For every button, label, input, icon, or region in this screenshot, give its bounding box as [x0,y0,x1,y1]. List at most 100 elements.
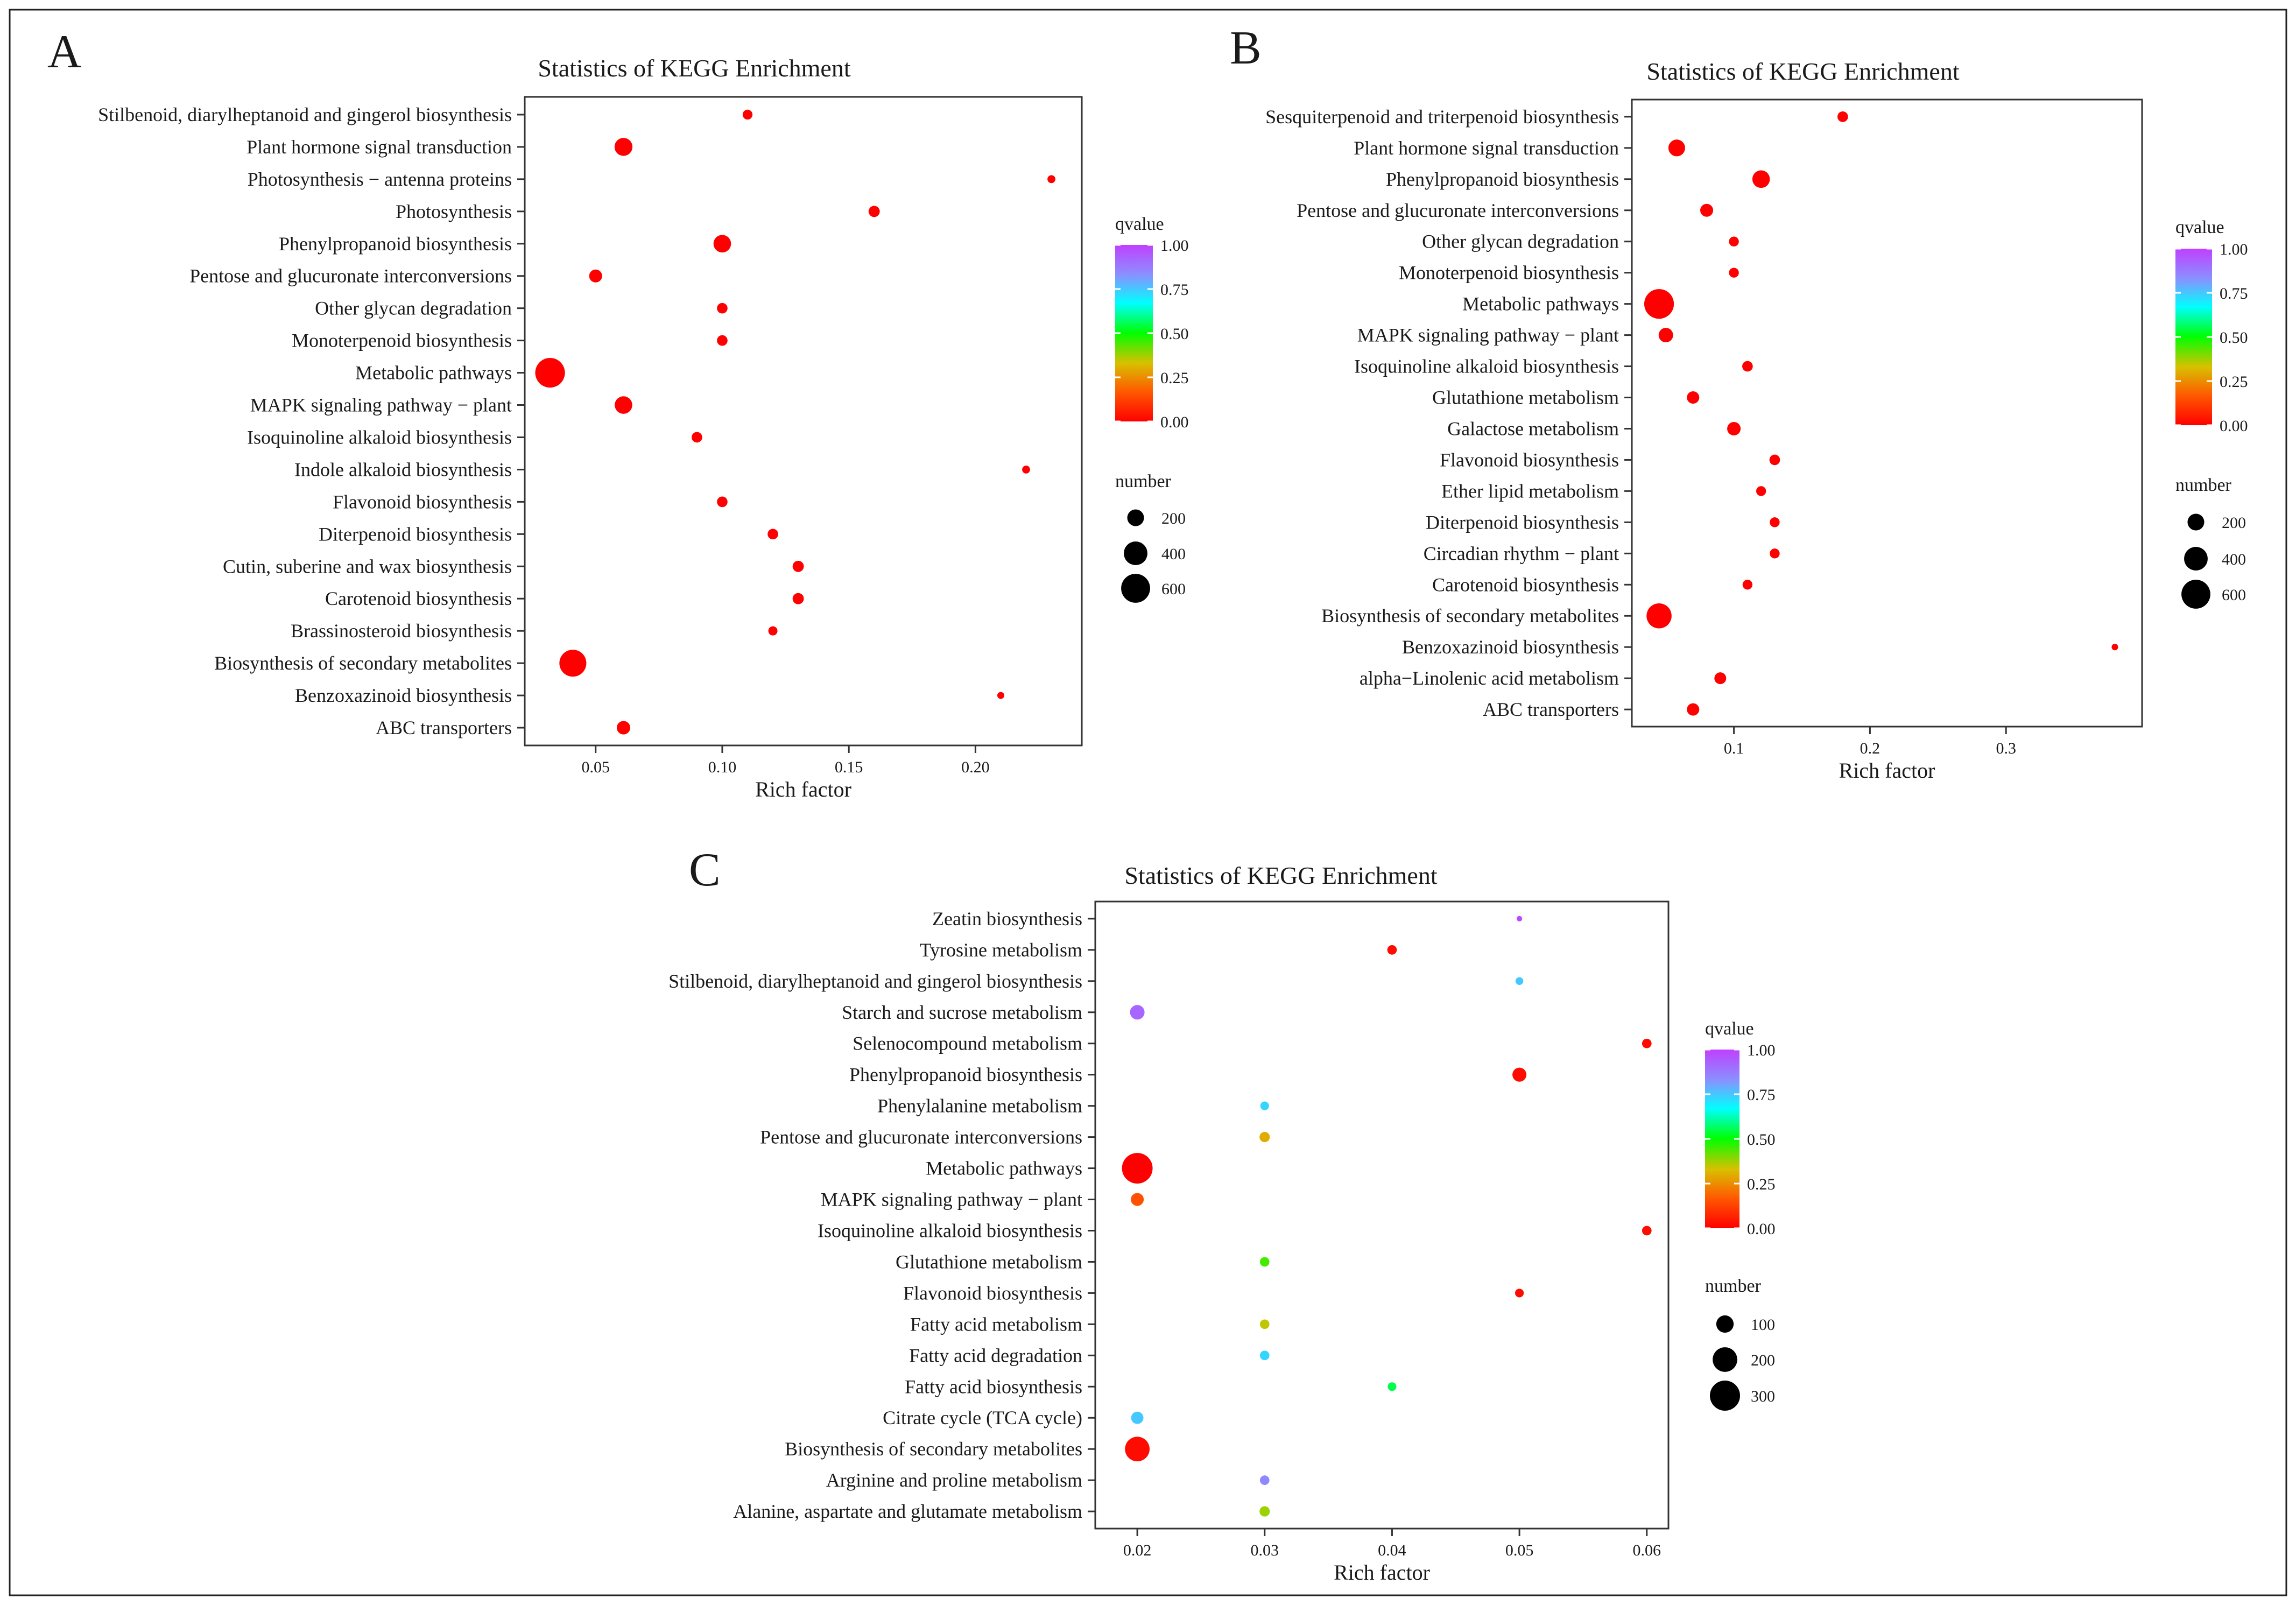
category-label: Galactose metabolism [1447,418,1619,439]
category-label: Diterpenoid biosynthesis [1426,511,1619,533]
x-tick-label: 0.06 [1633,1541,1661,1559]
category-label: ABC transporters [376,717,512,738]
data-point [589,269,602,283]
category-label: Flavonoid biosynthesis [903,1282,1082,1304]
data-point [535,358,565,388]
data-point [1131,1411,1144,1424]
data-point [768,626,778,636]
data-point [717,302,728,314]
x-tick-label: 0.05 [1505,1541,1534,1559]
colorbar-label: 0.75 [2220,285,2248,302]
category-label: Fatty acid metabolism [910,1313,1082,1335]
colorbar-label: 0.25 [1160,369,1189,387]
x-tick-label: 0.02 [1123,1541,1152,1559]
category-label: Brassinosteroid biosynthesis [291,620,512,642]
category-label: Plant hormone signal transduction [246,136,512,158]
x-tick-label: 0.2 [1860,740,1881,757]
panel-B: B Statistics of KEGG Enrichment Sesquiterp… [1230,22,2248,783]
colorbar-label: 1.00 [1160,237,1189,255]
chart-title: Statistics of KEGG Enrichment [1646,58,1960,85]
category-label: Stilbenoid, diarylheptanoid and gingerol… [668,970,1082,992]
size-legend-label: 600 [2222,586,2246,604]
data-point [692,432,702,443]
category-label: Fatty acid degradation [909,1344,1082,1366]
category-label: Tyrosine metabolism [920,939,1082,961]
qvalue-colorbar [1705,1050,1739,1228]
category-label: Plant hormone signal transduction [1354,137,1619,159]
data-point [1687,703,1700,716]
colorbar-label: 0.75 [1160,281,1189,299]
colorbar-label: 0.25 [2220,373,2248,391]
data-point [1259,1257,1270,1267]
panel-A: A Statistics of KEGG Enrichment Stilbenoid… [47,26,1189,801]
data-point [1516,916,1523,921]
category-label: Carotenoid biosynthesis [1432,574,1619,595]
colorbar-label: 1.00 [2220,241,2248,258]
size-legend-label: 200 [2222,514,2246,532]
x-axis-title: Rich factor [1839,758,1935,783]
category-label: Photosynthesis − antenna proteins [248,168,512,190]
category-label: Glutathione metabolism [1432,387,1619,409]
x-axis-title: Rich factor [1334,1560,1430,1585]
x-tick-label: 0.05 [581,758,610,776]
category-label: Carotenoid biosynthesis [325,588,512,609]
category-label: Circadian rhythm − plant [1424,543,1619,564]
data-point [1642,1038,1652,1048]
category-label: Metabolic pathways [355,362,512,384]
data-point [1727,421,1741,436]
category-label: Other glycan degradation [1422,231,1619,252]
data-point [997,692,1004,699]
data-point [1131,1193,1144,1206]
data-point [1022,466,1030,474]
qvalue-colorbar [1115,245,1153,421]
data-point [2111,644,2118,651]
colorbar-label: 0.50 [1160,325,1189,343]
colorbar-label: 0.50 [1747,1131,1776,1149]
category-label: Stilbenoid, diarylheptanoid and gingerol… [98,104,512,125]
category-label: MAPK signaling pathway − plant [821,1189,1082,1210]
data-point [767,529,778,540]
category-label: Phenylpropanoid biosynthesis [849,1064,1082,1086]
category-label: alpha−Linolenic acid metabolism [1360,667,1619,689]
category-label: Zeatin biosynthesis [932,908,1082,930]
plot-area [1631,98,2143,728]
size-legend-dot [1127,509,1144,526]
data-point [614,138,633,156]
legend-qvalue-title: qvalue [2175,217,2224,237]
colorbar-label: 0.50 [2220,329,2248,347]
category-label: ABC transporters [1483,699,1619,720]
legend-qvalue-title: qvalue [1705,1019,1754,1039]
category-label: Flavonoid biosynthesis [333,491,512,512]
legend-number-title: number [1115,471,1172,491]
category-label: Indole alkaloid biosynthesis [294,459,512,480]
data-point [1512,1067,1527,1082]
data-point [615,396,632,414]
panel-letter: A [47,26,82,78]
data-point [1259,1319,1270,1329]
category-label: Metabolic pathways [926,1158,1082,1179]
category-label: Cutin, suberine and wax biosynthesis [223,555,512,577]
category-label: Phenylalanine metabolism [877,1095,1082,1117]
category-label: Other glycan degradation [315,298,512,319]
category-label: Starch and sucrose metabolism [842,1002,1082,1023]
panel-letter: B [1230,22,1262,74]
category-label: MAPK signaling pathway − plant [1357,325,1619,346]
data-point [1646,603,1672,629]
data-point [1260,1101,1269,1110]
category-label: Citrate cycle (TCA cycle) [883,1407,1082,1428]
data-point [1388,1382,1397,1391]
data-point [1130,1005,1145,1020]
size-legend-dot [2184,547,2208,571]
data-point [1752,170,1770,188]
category-label: Glutathione metabolism [896,1251,1082,1272]
data-point [1756,486,1766,496]
data-point [868,206,880,217]
size-legend-label: 200 [1161,510,1186,527]
panel-letter: C [689,844,721,896]
data-point [1837,111,1848,122]
category-label: Monoterpenoid biosynthesis [292,330,512,351]
data-point [717,496,728,508]
x-tick-label: 0.04 [1378,1541,1406,1559]
size-legend-dot [2181,580,2210,609]
